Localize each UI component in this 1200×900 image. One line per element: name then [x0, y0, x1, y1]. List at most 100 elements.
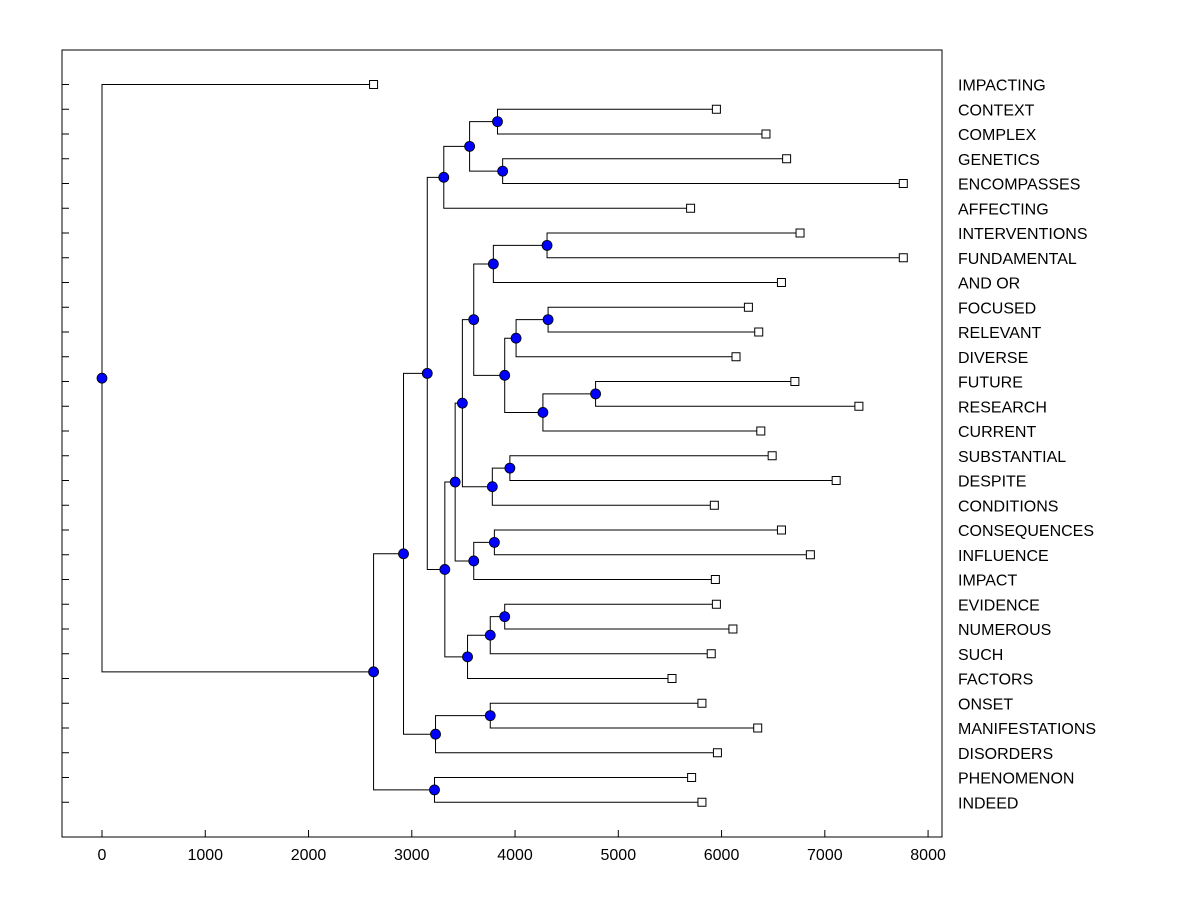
leaf-marker-complex — [761, 129, 771, 139]
leaf-marker-affecting — [686, 203, 696, 213]
merge-node-n23 — [421, 367, 433, 379]
leaf-label-fundamental: FUNDAMENTAL — [958, 251, 1077, 268]
leaf-marker-substantial — [767, 451, 777, 461]
x-tick-label: 1000 — [187, 847, 223, 864]
merge-node-n27 — [429, 784, 440, 796]
leaf-marker-disorders — [712, 748, 722, 758]
leaf-marker-impact — [710, 575, 720, 584]
dendrogram-link-n8 — [515, 319, 737, 358]
x-tick-label: 5000 — [601, 847, 637, 864]
leaf-marker-fundamental — [898, 253, 908, 263]
merge-node-n4 — [438, 171, 450, 183]
dendrogram-link-n29 — [101, 84, 374, 673]
leaf-label-future: FUTURE — [958, 375, 1023, 392]
merge-node-n10 — [537, 407, 549, 418]
merge-node-n19 — [499, 611, 511, 623]
leaf-label-research: RESEARCH — [958, 399, 1047, 416]
merge-node-n3 — [464, 140, 476, 152]
x-tick-label: 6000 — [704, 847, 740, 864]
merge-node-n15 — [456, 397, 468, 409]
leaf-label-despite: DESPITE — [958, 474, 1026, 491]
x-tick-label: 4000 — [497, 847, 533, 864]
leaf-label-genetics: GENETICS — [958, 152, 1040, 169]
leaf-marker-evidence — [711, 599, 721, 609]
dendrogram-link-n6 — [492, 244, 782, 283]
merge-node-n25 — [430, 728, 441, 740]
leaf-marker-phenomenon — [687, 773, 697, 782]
merge-node-n7 — [542, 314, 554, 326]
leaf-label-phenomenon: PHENOMENON — [958, 771, 1074, 788]
leaf-marker-consequences — [776, 525, 786, 535]
leaf-marker-future — [790, 377, 800, 386]
dendrogram-link-n24 — [489, 702, 758, 729]
plot-frame — [61, 49, 943, 838]
leaf-label-affecting: AFFECTING — [958, 201, 1049, 218]
leaf-label-encompasses: ENCOMPASSES — [958, 177, 1080, 194]
dendrogram-link-n7 — [547, 306, 759, 333]
x-tick-label: 0 — [98, 847, 107, 864]
leaf-label-focused: FOCUSED — [958, 300, 1036, 317]
leaf-label-numerous: NUMEROUS — [958, 622, 1051, 639]
x-tick-label: 7000 — [807, 847, 843, 864]
leaf-label-current: CURRENT — [958, 424, 1036, 441]
leaf-marker-interventions — [795, 228, 805, 238]
leaf-label-disorders: DISORDERS — [958, 746, 1053, 763]
merge-node-n16 — [488, 536, 500, 548]
leaf-marker-encompasses — [898, 179, 908, 188]
dendrogram-link-n2 — [502, 158, 904, 184]
leaf-marker-conditions — [709, 500, 719, 510]
dendrogram-link-n28 — [373, 553, 435, 791]
dendrogram-link-n13 — [509, 455, 837, 481]
dendrogram-link-n11 — [504, 337, 543, 413]
leaf-marker-influence — [805, 550, 815, 560]
dendrogram-link-n27 — [433, 777, 702, 803]
leaf-label-consequences: CONSEQUENCES — [958, 523, 1094, 540]
merge-node-n14 — [486, 481, 498, 493]
leaf-marker-current — [756, 426, 766, 436]
leaf-marker-despite — [831, 476, 841, 485]
leaf-label-impact: IMPACT — [958, 573, 1017, 590]
leaf-marker-relevant — [754, 327, 764, 337]
leaf-marker-manifestations — [753, 723, 763, 733]
leaf-marker-such — [706, 649, 716, 659]
merge-node-n28 — [368, 666, 379, 678]
merge-node-n5 — [541, 239, 553, 251]
leaf-marker-numerous — [728, 624, 738, 634]
dendrogram-link-n19 — [504, 603, 733, 630]
leaf-marker-context — [711, 104, 721, 114]
merge-node-n8 — [510, 332, 522, 344]
merge-node-n12 — [468, 314, 480, 326]
x-tick-label: 2000 — [291, 847, 327, 864]
dendrogram-link-n16 — [493, 529, 811, 556]
leaf-marker-factors — [667, 674, 677, 683]
merge-node-n29 — [96, 372, 108, 384]
leaf-marker-indeed — [697, 797, 707, 807]
merge-node-n26 — [398, 548, 409, 560]
leaf-label-complex: COMPLEX — [958, 127, 1037, 144]
leaf-label-evidence: EVIDENCE — [958, 597, 1040, 614]
merge-node-n9 — [590, 388, 601, 400]
merge-node-n1 — [492, 116, 503, 128]
dendrogram-link-n14 — [491, 467, 715, 506]
leaf-marker-focused — [743, 302, 753, 312]
merge-node-n18 — [449, 476, 461, 488]
merge-node-n6 — [487, 258, 499, 270]
dendrogram-link-n20 — [489, 616, 712, 655]
merge-node-n22 — [439, 564, 451, 575]
leaf-label-substantial: SUBSTANTIAL — [958, 449, 1066, 466]
leaf-label-impacting: IMPACTING — [958, 78, 1046, 95]
merge-node-n13 — [504, 462, 516, 474]
leaf-label-diverse: DIVERSE — [958, 350, 1028, 367]
merge-node-n24 — [484, 710, 496, 722]
leaf-marker-and-or — [776, 278, 786, 287]
dendrogram-link-n1 — [496, 108, 766, 135]
leaf-marker-diverse — [731, 352, 741, 362]
dendrogram-link-n9 — [595, 381, 859, 407]
dendrogram-link-n5 — [546, 232, 904, 259]
leaf-label-influence: INFLUENCE — [958, 548, 1049, 565]
leaf-marker-impacting — [369, 80, 379, 89]
leaf-label-and-or: AND OR — [958, 276, 1020, 293]
leaf-label-context: CONTEXT — [958, 102, 1035, 119]
leaf-label-relevant: RELEVANT — [958, 325, 1042, 342]
